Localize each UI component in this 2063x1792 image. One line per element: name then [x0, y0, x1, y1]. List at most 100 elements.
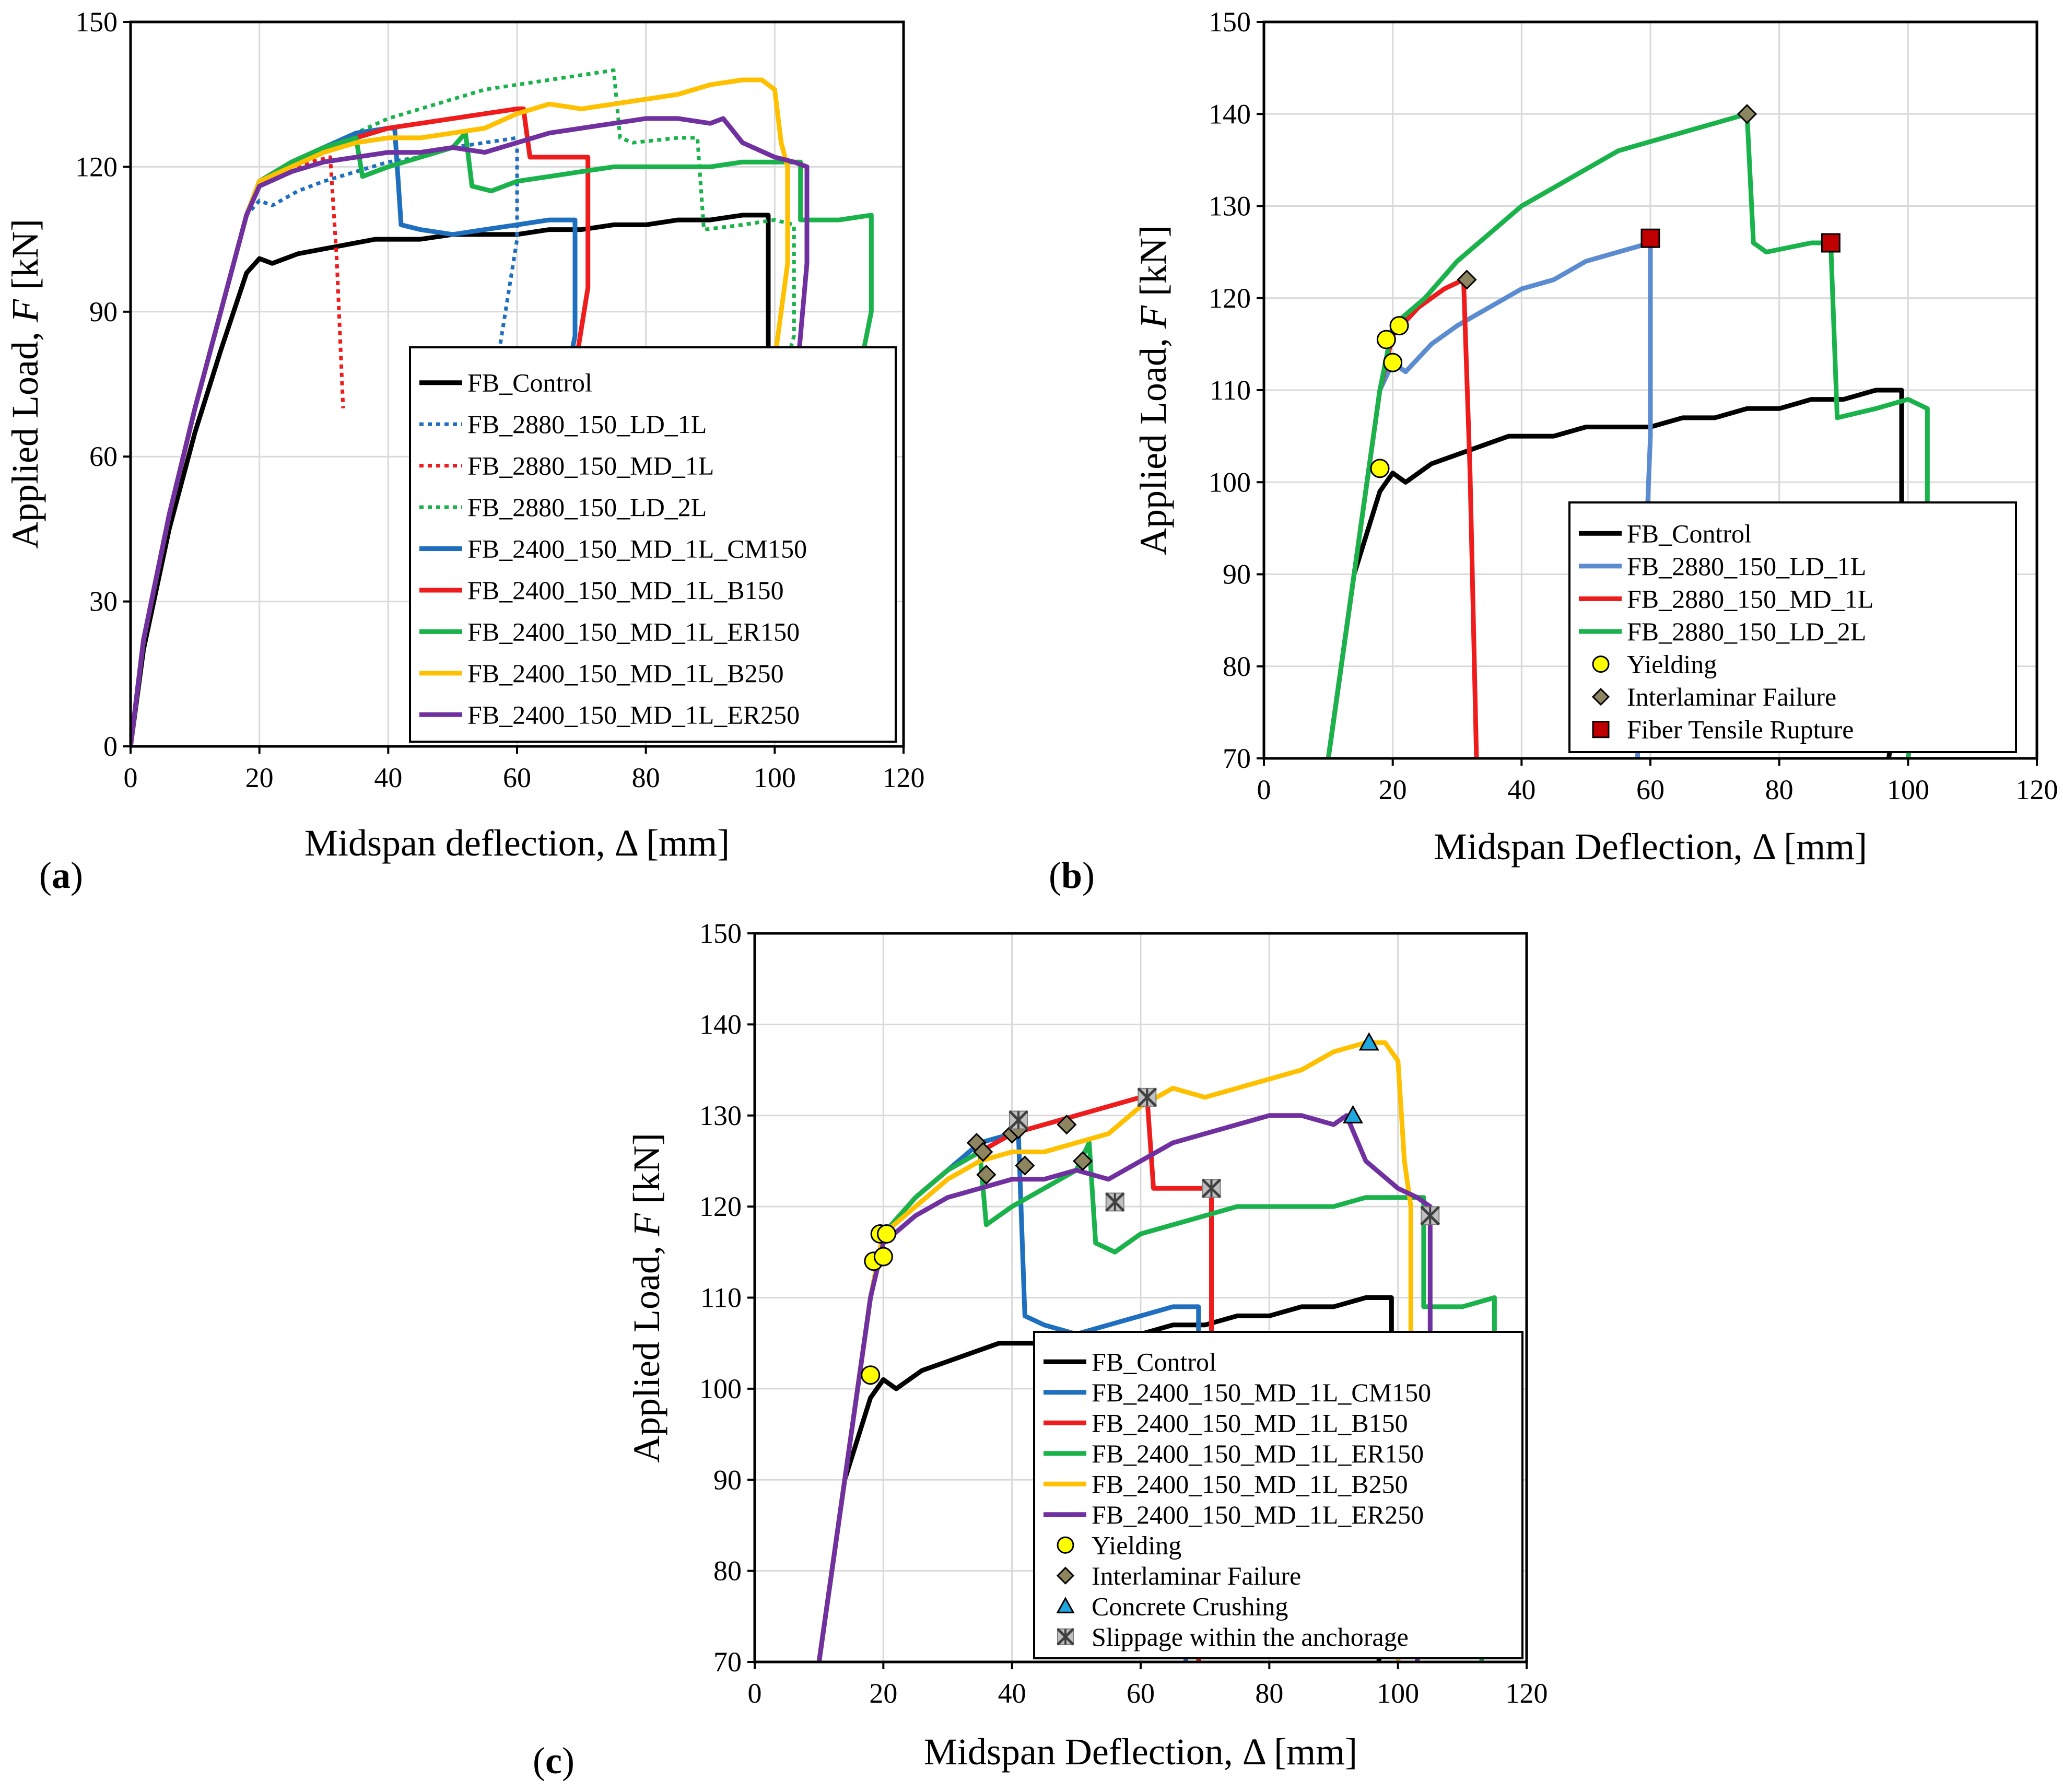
panel-b-xtick-label: 0: [1257, 774, 1271, 805]
panel-c-ytick-label: 150: [699, 918, 742, 949]
panel-b-series: [1326, 111, 1930, 758]
panel-b-legend-label: Yielding: [1627, 650, 1717, 679]
panel-b-ytick-label: 150: [1209, 6, 1251, 38]
panel-a-ticks: 0 20 40 60 80 100 120 0 30 60 90 120 150: [75, 6, 925, 793]
panel-a-legend-label: FB_2880_150_MD_1L: [467, 451, 714, 481]
panel-b-legend: FB_Control FB_2880_150_LD_1L FB_2880_150_M…: [1568, 501, 2017, 753]
panel-b-xtick-label: 40: [1507, 774, 1535, 805]
panel-b-ytick-label: 130: [1209, 191, 1251, 222]
yield-marker: [861, 1365, 881, 1385]
panel-b-label: (b): [1049, 854, 1095, 896]
panel-c-ytick-label: 100: [699, 1373, 742, 1404]
yield-marker: [1376, 330, 1396, 349]
panel-b-ytick-label: 120: [1209, 283, 1251, 314]
panel-b-xtick-label: 60: [1636, 774, 1665, 805]
panel-b-ytick-label: 140: [1209, 98, 1251, 130]
panel-b-ytick-label: 70: [1223, 743, 1251, 774]
slippage-marker: [1201, 1178, 1222, 1199]
panel-a-ytick-label: 60: [89, 441, 118, 472]
panel-b-legend-label: Fiber Tensile Rupture: [1627, 715, 1854, 744]
interlaminar-marker: [1457, 270, 1477, 290]
interlaminar-marker: [1056, 1566, 1075, 1585]
panel-c-xtick-label: 100: [1377, 1678, 1419, 1709]
crushing-marker: [1056, 1597, 1075, 1613]
slippage-marker: [1057, 1627, 1074, 1646]
panel-a-ylabel-prefix: Applied Load,: [4, 322, 46, 549]
panel-a-ytick-label: 90: [89, 296, 118, 327]
panel-c-series-line: [816, 1040, 1413, 1662]
crushing-marker: [1342, 1105, 1363, 1123]
panel-b-xtick-label: 120: [2016, 774, 2058, 805]
panel-c-ylabel: Applied Load, F [kN]: [626, 1133, 667, 1463]
panel-b-markers: [1370, 104, 1841, 478]
panel-c-xtick-label: 80: [1255, 1678, 1283, 1709]
panel-a-xlabel: Midspan deflection, Δ [mm]: [304, 822, 730, 864]
yield-marker: [1057, 1536, 1074, 1554]
panel-c-xtick-label: 120: [1506, 1678, 1548, 1709]
panel-c-ticks: 0 20 40 60 80 100 120 70 80 90 100 110 120 130 140 150: [699, 918, 1548, 1709]
panel-a-xtick-label: 120: [883, 762, 925, 793]
panel-b-series-line: [1326, 388, 1904, 758]
panel-c-ylabel-suffix: [kN]: [626, 1133, 667, 1213]
panel-b-legend-label: FB_2880_150_LD_2L: [1627, 617, 1866, 646]
panel-c-ytick-label: 110: [700, 1282, 742, 1314]
interlaminar-marker: [1737, 104, 1757, 124]
panel-c-legend-label: Concrete Crushing: [1092, 1591, 1288, 1621]
interlaminar-marker: [1073, 1151, 1093, 1172]
slippage-marker: [1137, 1087, 1157, 1107]
panel-c: 0 20 40 60 80 100 120708090100110120130140150 …: [533, 918, 1548, 1782]
interlaminar-marker: [976, 1164, 997, 1185]
panel-c-legend-label: FB_2400_150_MD_1L_CM150: [1092, 1378, 1431, 1407]
panel-a-legend-box: [409, 346, 897, 743]
panel-c-ytick-label: 70: [713, 1646, 742, 1678]
panel-b-xtick-label: 100: [1887, 774, 1929, 805]
panel-b: 0 20 40 60 80 100 120708090100110120130140150 …: [1049, 6, 2058, 896]
panel-c-xtick-label: 0: [748, 1678, 762, 1709]
panel-c-ytick-label: 90: [713, 1464, 742, 1495]
yield-marker: [1592, 655, 1610, 673]
panel-a-series-clip: [131, 68, 874, 746]
panel-a-xtick-label: 0: [124, 762, 138, 793]
interlaminar-marker: [1591, 688, 1610, 706]
yield-marker: [1383, 353, 1403, 372]
panel-b-series-line: [1326, 277, 1479, 758]
panel-a-ylabel-var: F: [4, 299, 46, 323]
panel-a-ylabel-suffix: [kN]: [4, 219, 46, 299]
yield-marker: [873, 1247, 893, 1267]
yield-marker: [1389, 316, 1409, 336]
panel-c-markers: [861, 1032, 1440, 1385]
panel-a-legend-label: FB_2880_150_LD_2L: [467, 493, 707, 522]
panel-a-legend-label: FB_2400_150_MD_1L_ER250: [467, 700, 800, 729]
yield-marker: [1370, 459, 1390, 478]
panel-b-ytick-label: 80: [1223, 651, 1251, 682]
panel-a-xtick-label: 40: [374, 762, 402, 793]
panel-a-ylabel: Applied Load, F [kN]: [4, 219, 46, 549]
panel-b-ticks: 0 20 40 60 80 100 120 70 80 90 100 110 120 130 140 150: [1209, 6, 2058, 805]
panel-a-label: (a): [39, 854, 83, 896]
panel-c-legend-label: FB_Control: [1092, 1347, 1216, 1376]
crushing-marker: [1358, 1032, 1379, 1051]
panel-b-legend-box: [1568, 501, 2017, 753]
panel-b-ytick-label: 100: [1209, 466, 1251, 498]
panel-b-ytick-label: 110: [1210, 374, 1251, 406]
rupture-marker: [1821, 233, 1841, 253]
slippage-marker: [1420, 1205, 1440, 1226]
panel-c-ylabel-prefix: Applied Load,: [626, 1236, 667, 1463]
panel-b-legend-label: FB_2880_150_LD_1L: [1627, 552, 1866, 581]
rupture-marker: [1592, 721, 1610, 739]
panel-c-xtick-label: 20: [869, 1678, 897, 1709]
interlaminar-marker: [973, 1142, 993, 1162]
panel-a-legend-label: FB_2400_150_MD_1L_B150: [467, 576, 784, 605]
panel-b-series-clip: [1326, 111, 1930, 758]
panel-a-ytick-label: 30: [89, 586, 118, 617]
interlaminar-marker: [1057, 1115, 1077, 1135]
panel-a-xtick-label: 20: [245, 762, 274, 793]
panel-b-legend-label: Interlaminar Failure: [1627, 682, 1836, 711]
panel-a-legend-label: FB_2400_150_MD_1L_CM150: [467, 534, 807, 564]
panel-c-xlabel: Midspan Deflection, Δ [mm]: [924, 1731, 1357, 1773]
panel-a-ytick-label: 150: [75, 6, 118, 38]
panel-a-xtick-label: 100: [754, 762, 796, 793]
panel-c-legend-box: [1033, 1331, 1523, 1659]
panel-c-legend-label: Slippage within the anchorage: [1092, 1622, 1409, 1652]
